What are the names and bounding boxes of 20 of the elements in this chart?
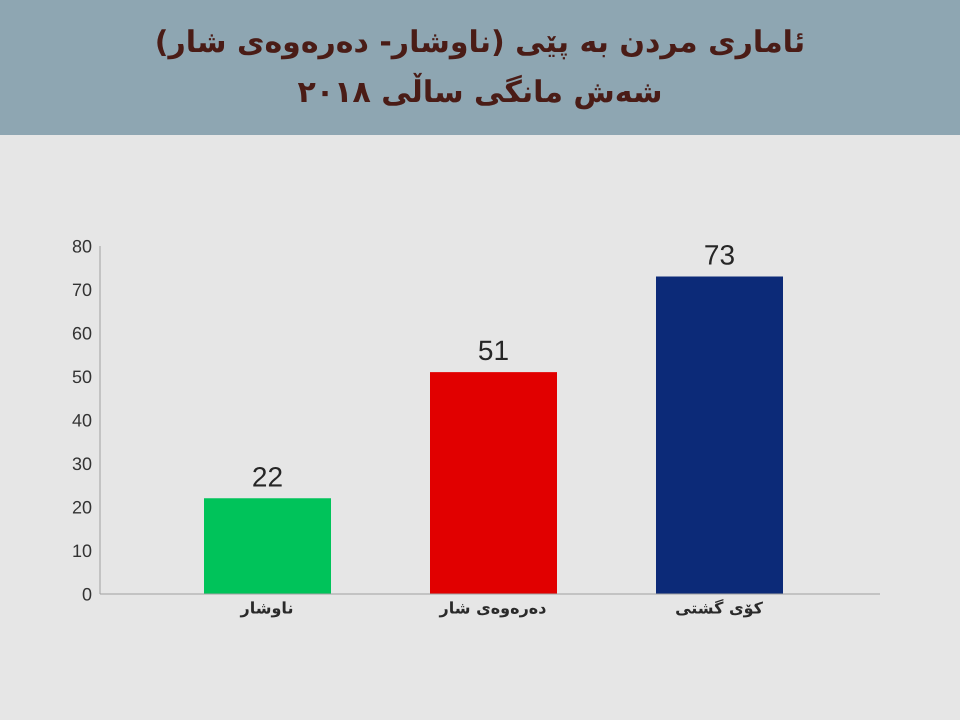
bar	[656, 276, 783, 594]
x-tick-label: ناوشار	[240, 598, 294, 618]
chart-subtitle: شەش مانگی ساڵی ٢٠١٨	[296, 72, 664, 112]
data-label: 22	[252, 461, 284, 492]
y-tick-label: 40	[72, 410, 92, 430]
x-tick-label: دەرەوەی شار	[438, 598, 546, 618]
y-tick-label: 80	[72, 236, 92, 256]
chart-title: ئاماری مردن بە پێی (ناوشار- دەرەوەی شار)	[154, 24, 806, 62]
y-tick-label: 30	[72, 454, 92, 474]
data-label: 73	[704, 239, 736, 270]
y-tick-label: 0	[82, 584, 92, 604]
y-tick-label: 10	[72, 540, 92, 561]
bar	[430, 372, 557, 594]
y-tick-label: 50	[72, 366, 92, 387]
y-tick-label: 20	[72, 497, 92, 518]
data-label: 51	[478, 335, 510, 366]
bar	[204, 498, 331, 594]
y-tick-label: 70	[72, 280, 92, 300]
y-tick-label: 60	[72, 323, 92, 344]
x-tick-label: کۆی گشتی	[675, 598, 764, 618]
